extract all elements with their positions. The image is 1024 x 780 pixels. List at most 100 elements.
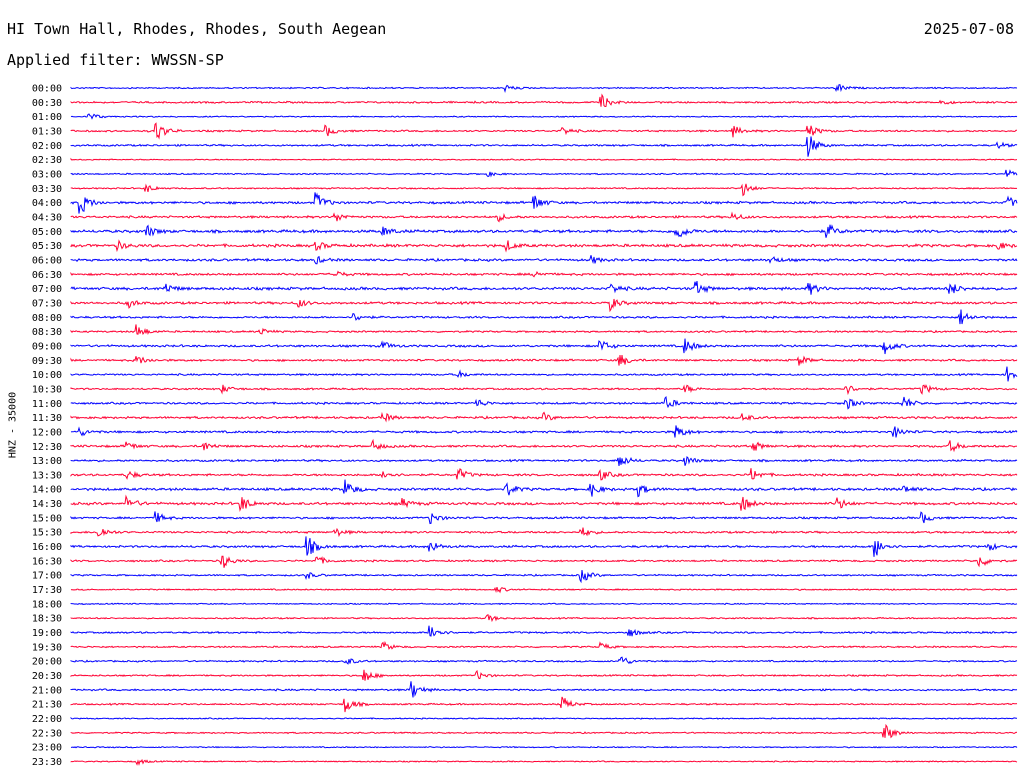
trace-line [70,696,1018,713]
trace-line [70,192,1018,214]
row-time-label: 13:30 [32,470,62,481]
row-time-label: 00:30 [32,98,62,109]
trace-line [70,625,1018,637]
date-label: 2025-07-08 [923,20,1014,38]
row-time-label: 11:00 [32,399,62,410]
trace-line [70,555,1018,568]
row-time-label: 21:00 [32,685,62,696]
row-time-label: 11:30 [32,413,62,424]
row-time-label: 05:30 [32,241,62,252]
trace-line [70,169,1018,178]
trace-line [70,355,1018,366]
trace-line [70,255,1018,265]
trace-line [70,511,1018,525]
row-time-label: 10:00 [32,370,62,381]
row-time-label: 17:30 [32,585,62,596]
trace-line [70,338,1018,355]
filter-label: Applied filter: WWSSN-SP [7,51,224,69]
trace-line [70,239,1018,253]
row-time-label: 13:00 [32,456,62,467]
trace-line [70,438,1018,453]
trace-line [70,270,1018,278]
station-title: HI Town Hall, Rhodes, Rhodes, South Aege… [7,20,387,38]
trace-line [70,758,1018,766]
row-time-label: 20:30 [32,671,62,682]
trace-line [70,113,1018,120]
row-time-label: 18:30 [32,614,62,625]
trace-line [70,640,1018,650]
trace-line [70,122,1017,140]
trace-line [70,570,1018,584]
row-time-label: 15:30 [32,528,62,539]
trace-line [70,656,1018,665]
trace-line [70,669,1018,681]
row-time-label: 15:00 [32,513,62,524]
trace-line [70,298,1018,313]
row-time-label: 22:00 [32,714,62,725]
row-time-label: 20:00 [32,657,62,668]
trace-line [70,614,1018,623]
row-time-label: 00:00 [32,84,62,95]
trace-line [70,536,1018,557]
trace-line [70,136,1018,157]
trace-line [70,681,1018,698]
row-time-label: 23:30 [32,757,62,768]
row-time-label: 19:00 [32,628,62,639]
row-time-label: 16:00 [32,542,62,553]
row-time-label: 03:30 [32,184,62,195]
row-time-label: 01:00 [32,112,62,123]
trace-line [70,366,1018,382]
row-time-label: 12:30 [32,442,62,453]
trace-line [70,425,1018,438]
trace-line [70,602,1018,606]
trace-line [70,157,1018,161]
row-time-label: 17:00 [32,571,62,582]
row-time-label: 22:30 [32,728,62,739]
trace-line [70,723,1018,739]
trace-line [70,211,1018,223]
trace-line [70,183,1018,197]
row-time-label: 14:30 [32,499,62,510]
row-time-label: 21:30 [32,700,62,711]
row-time-label: 06:00 [32,255,62,266]
row-time-label: 02:30 [32,155,62,166]
trace-line [70,411,1018,423]
trace-line [70,468,1018,481]
trace-line [70,494,1018,513]
row-time-label: 01:30 [32,126,62,137]
row-time-label: 18:00 [32,599,62,610]
row-time-label: 04:30 [32,212,62,223]
row-time-label: 02:00 [32,141,62,152]
row-time-label: 19:30 [32,642,62,653]
row-time-label: 08:00 [32,313,62,324]
row-time-label: 07:30 [32,298,62,309]
trace-line [70,716,1018,720]
trace-line [70,456,1018,466]
row-time-label: 23:00 [32,743,62,754]
trace-line [70,479,1018,498]
row-time-label: 03:00 [32,169,62,180]
trace-line [70,224,1018,238]
trace-line [70,527,1018,538]
trace-line [70,586,1018,594]
trace-line [70,280,1018,295]
row-time-label: 14:00 [32,485,62,496]
trace-line [70,324,1018,335]
trace-line [70,396,1018,410]
row-time-label: 12:00 [32,427,62,438]
row-time-label: 07:00 [32,284,62,295]
row-time-label: 16:30 [32,556,62,567]
trace-line [70,93,1018,108]
row-time-label: 08:30 [32,327,62,338]
row-time-label: 10:30 [32,384,62,395]
trace-line [70,745,1018,749]
trace-line [70,309,1018,325]
row-time-label: 06:30 [32,270,62,281]
trace-line [70,84,1018,93]
row-time-label: 09:30 [32,356,62,367]
row-time-label: 05:00 [32,227,62,238]
trace-line [70,384,1018,396]
row-time-label: 04:00 [32,198,62,209]
row-time-label: 09:00 [32,341,62,352]
